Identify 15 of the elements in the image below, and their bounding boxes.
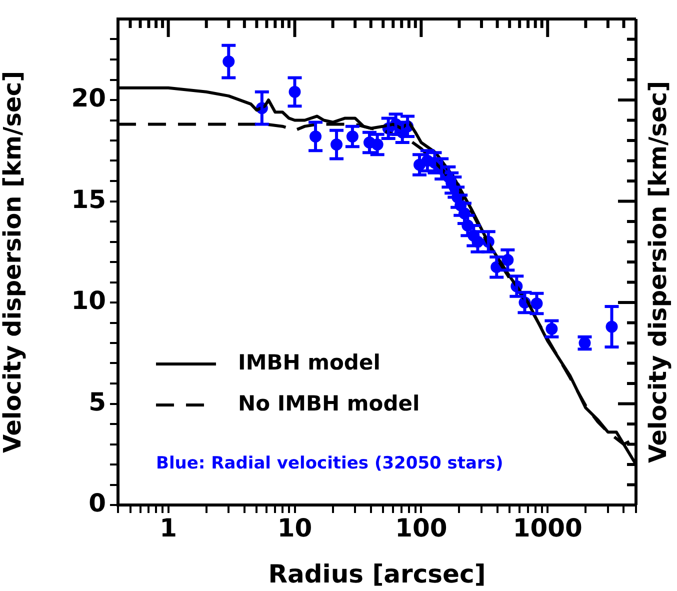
- legend-label: No IMBH model: [238, 392, 420, 416]
- annotation: Blue: Radial velocities (32050 stars): [156, 453, 504, 474]
- x-tick-label: 1: [160, 514, 178, 542]
- x-tick-label: 10: [277, 514, 312, 542]
- y-tick-label: 20: [71, 84, 106, 112]
- y-tick-label: 10: [71, 286, 106, 315]
- y2-axis-title: Velocity dispersion [km/sec]: [644, 80, 672, 464]
- legend-label: IMBH model: [238, 350, 380, 375]
- x-tick-label: 100: [395, 514, 448, 542]
- y-tick-label: 5: [88, 387, 106, 416]
- y-axis-title: Velocity dispersion [km/sec]: [0, 70, 27, 454]
- y-tick-label: 15: [71, 184, 106, 214]
- x-tick-label: 1000: [512, 514, 582, 542]
- y-tick-label: 0: [88, 488, 106, 518]
- x-axis-title: Radius [arcsec]: [268, 560, 486, 588]
